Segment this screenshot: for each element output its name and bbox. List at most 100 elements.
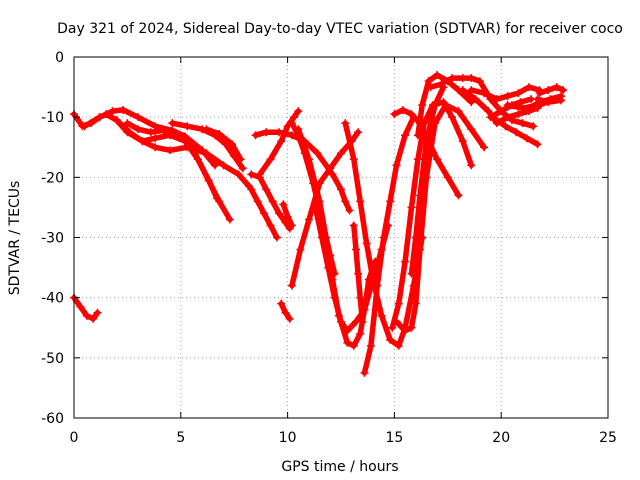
- data-point: [119, 105, 128, 114]
- data-point: [411, 233, 420, 242]
- x-tick-label: 15: [385, 430, 403, 446]
- data-point: [458, 86, 467, 95]
- x-tick-label: 20: [492, 430, 510, 446]
- data-point: [426, 83, 435, 92]
- data-point: [377, 311, 386, 320]
- data-point: [379, 233, 388, 242]
- data-point: [76, 302, 85, 311]
- data-point: [277, 137, 286, 146]
- series-arc-27: [426, 74, 538, 131]
- data-point: [559, 86, 568, 95]
- series-arc-23: [388, 98, 476, 332]
- data-point: [236, 155, 245, 164]
- data-point: [454, 191, 463, 200]
- data-point: [283, 122, 292, 131]
- data-point: [262, 185, 271, 194]
- series-line: [124, 120, 233, 223]
- data-point: [501, 122, 510, 131]
- data-point: [458, 74, 467, 83]
- data-point: [437, 80, 446, 89]
- data-point: [304, 155, 313, 164]
- data-point: [345, 206, 354, 215]
- data-point: [366, 341, 375, 350]
- data-point: [544, 86, 553, 95]
- tick-layer: 0 5 10 15 20 25 0 -10 -20 -30 -40 -50 -60: [41, 50, 617, 446]
- data-point: [360, 368, 369, 377]
- data-point: [168, 119, 177, 128]
- series-arc-10: [247, 185, 281, 242]
- data-point: [441, 101, 450, 110]
- data-point: [394, 341, 403, 350]
- data-point: [234, 170, 243, 179]
- data-point: [433, 71, 442, 80]
- data-point: [356, 197, 365, 206]
- series-arc-6: [123, 119, 234, 224]
- data-point: [392, 317, 401, 326]
- data-point: [544, 98, 553, 107]
- data-point: [524, 83, 533, 92]
- y-axis-label: SDTVAR / TECUs: [7, 181, 23, 296]
- data-point: [475, 77, 484, 86]
- data-point: [272, 233, 281, 242]
- data-point: [430, 101, 439, 110]
- data-point: [134, 125, 143, 134]
- data-point: [330, 293, 339, 302]
- data-point: [343, 326, 352, 335]
- data-point: [480, 143, 489, 152]
- data-point: [159, 126, 168, 135]
- data-point: [518, 119, 527, 128]
- data-point: [535, 89, 544, 98]
- data-point: [533, 140, 542, 149]
- series-arc-13: [279, 200, 296, 230]
- y-tick-label: 0: [55, 50, 64, 66]
- data-point: [151, 134, 160, 143]
- data-point: [497, 107, 506, 116]
- data-point: [448, 74, 457, 83]
- series-arc-35: [533, 95, 566, 107]
- data-point: [386, 335, 395, 344]
- data-point: [317, 233, 326, 242]
- series-line: [203, 126, 244, 163]
- data-point: [304, 215, 313, 224]
- data-point: [454, 107, 463, 116]
- data-point: [514, 110, 523, 119]
- data-point: [313, 149, 322, 158]
- data-point: [294, 125, 303, 134]
- series-arc-19: [349, 221, 367, 326]
- data-point: [354, 269, 363, 278]
- series-arc-32: [488, 113, 542, 149]
- data-point: [287, 221, 296, 230]
- data-point: [388, 323, 397, 332]
- data-point: [349, 341, 358, 350]
- data-point: [443, 173, 452, 182]
- series-layer: [70, 71, 568, 377]
- data-point: [255, 170, 264, 179]
- data-point: [166, 146, 175, 155]
- data-point: [275, 209, 284, 218]
- data-point: [358, 317, 367, 326]
- data-point: [533, 95, 542, 104]
- data-point: [512, 128, 521, 137]
- data-point: [326, 164, 335, 173]
- data-point: [356, 293, 365, 302]
- data-point: [373, 281, 382, 290]
- data-point: [311, 203, 320, 212]
- data-point: [247, 185, 256, 194]
- series-line: [536, 84, 566, 96]
- data-point: [138, 137, 147, 146]
- data-point: [341, 197, 350, 206]
- data-point: [287, 119, 296, 128]
- data-point: [134, 113, 143, 122]
- data-point: [93, 308, 102, 317]
- data-point: [337, 149, 345, 158]
- y-tick-label: -60: [41, 411, 64, 427]
- series-arc-26: [413, 71, 476, 140]
- data-point: [467, 125, 476, 134]
- data-point: [362, 239, 371, 248]
- series-arc-25: [407, 83, 448, 278]
- data-point: [215, 130, 224, 139]
- data-point: [471, 95, 480, 104]
- y-tick-label: -10: [41, 110, 64, 126]
- series-line: [113, 117, 252, 190]
